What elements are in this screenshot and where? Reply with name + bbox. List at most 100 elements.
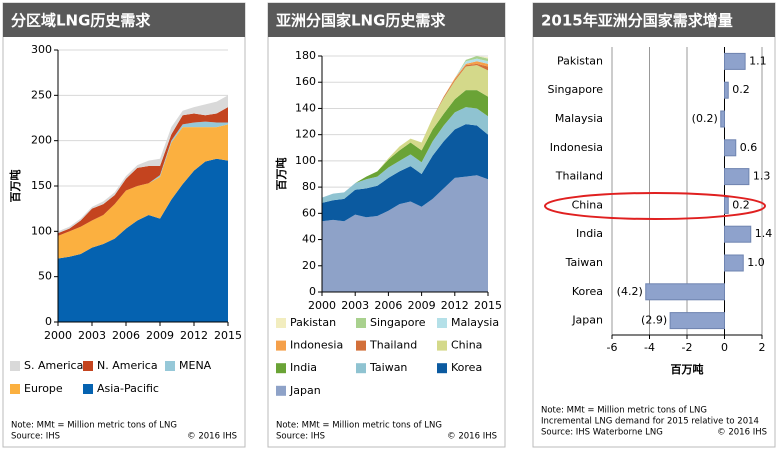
x-tick-label: 2003 xyxy=(341,299,369,312)
chart-title: 分区域LNG历史需求 xyxy=(11,12,151,30)
legend-label: Europe xyxy=(24,382,63,395)
bar xyxy=(724,52,746,70)
y-tick-label: 140 xyxy=(295,101,316,114)
y-tick-label: 160 xyxy=(295,75,316,88)
bar xyxy=(724,139,737,157)
x-tick-label: 2000 xyxy=(44,329,72,342)
category-label: Thailand xyxy=(555,170,603,183)
legend-swatch xyxy=(10,384,20,394)
y-tick-label: 300 xyxy=(31,43,52,56)
area xyxy=(322,90,488,198)
note: Source: IHS xyxy=(11,432,60,442)
x-tick-label: 2009 xyxy=(146,329,174,342)
x-tick-label: -4 xyxy=(644,341,655,354)
y-tick-label: 60 xyxy=(302,206,316,219)
legend-swatch xyxy=(437,318,447,328)
x-tick-label: -2 xyxy=(682,341,693,354)
category-label: Indonesia xyxy=(550,141,603,154)
legend-label: China xyxy=(451,339,482,352)
area xyxy=(322,124,488,222)
legend-label: Korea xyxy=(451,361,482,374)
y-axis-label: 百万吨 xyxy=(8,170,22,203)
y-tick-label: 0 xyxy=(309,285,316,298)
category-label: Singapore xyxy=(548,83,604,96)
y-tick-label: 20 xyxy=(302,259,316,272)
area xyxy=(58,95,228,234)
y-tick-label: 40 xyxy=(302,233,316,246)
legend-label: MENA xyxy=(179,359,212,372)
category-label: Taiwan xyxy=(565,256,603,269)
value-label: (4.2) xyxy=(617,285,643,298)
value-label: 1.4 xyxy=(755,227,773,240)
x-tick-label: 2006 xyxy=(374,299,402,312)
legend-label: India xyxy=(290,361,317,374)
y-tick-label: 250 xyxy=(31,88,52,101)
legend-label: Thailand xyxy=(369,339,417,352)
legend-label: Indonesia xyxy=(290,339,343,352)
y-tick-label: 50 xyxy=(38,270,52,283)
y-axis-label: 百万吨 xyxy=(274,158,288,191)
panel-header xyxy=(533,3,775,37)
value-label: 1.0 xyxy=(747,256,765,269)
y-tick-label: 0 xyxy=(45,315,52,328)
area xyxy=(58,124,228,259)
x-tick-label: 2000 xyxy=(308,299,336,312)
legend-swatch xyxy=(83,384,93,394)
legend-label: Pakistan xyxy=(290,316,336,329)
legend-swatch xyxy=(276,363,286,374)
value-label: 0.6 xyxy=(740,141,758,154)
bar xyxy=(645,283,725,301)
category-label: Malaysia xyxy=(555,112,603,125)
x-tick-label: 2 xyxy=(759,341,766,354)
panel xyxy=(532,2,776,448)
copyright: © 2016 IHS xyxy=(717,428,767,438)
x-tick-label: 2012 xyxy=(180,329,208,342)
legend-swatch xyxy=(10,361,20,371)
y-tick-label: 150 xyxy=(31,179,52,192)
note: Source: IHS xyxy=(276,432,325,442)
area xyxy=(322,175,488,292)
legend-label: Asia-Pacific xyxy=(97,382,159,395)
x-tick-label: 2006 xyxy=(112,329,140,342)
area xyxy=(58,158,228,322)
note: Source: IHS Waterborne LNG xyxy=(541,428,663,438)
legend-label: Malaysia xyxy=(451,316,499,329)
value-label: (2.9) xyxy=(641,314,667,327)
panel-header xyxy=(268,3,505,37)
chart-title: 亚洲分国家LNG历史需求 xyxy=(276,12,446,30)
bar xyxy=(724,254,744,272)
legend-label: Taiwan xyxy=(369,361,407,374)
panel-header xyxy=(3,3,245,37)
category-label: Pakistan xyxy=(557,54,603,67)
bar xyxy=(724,225,752,243)
legend-swatch xyxy=(356,363,366,374)
y-tick-label: 100 xyxy=(295,154,316,167)
x-tick-label: 2003 xyxy=(78,329,106,342)
area xyxy=(322,65,488,198)
highlight-ellipse xyxy=(544,192,766,220)
legend-label: S. America xyxy=(24,359,83,372)
copyright: © 2016 IHS xyxy=(187,432,237,442)
y-tick-label: 80 xyxy=(302,180,316,193)
bar xyxy=(720,110,725,128)
category-label: India xyxy=(576,227,603,240)
bar xyxy=(724,196,729,214)
legend-swatch xyxy=(356,340,366,351)
y-tick-label: 180 xyxy=(295,49,316,62)
x-tick-label: 2015 xyxy=(214,329,242,342)
legend-swatch xyxy=(437,340,447,351)
note: Note: MMt = Million metric tons of LNG xyxy=(541,406,707,416)
y-tick-label: 200 xyxy=(31,134,52,147)
chart-title: 2015年亚洲分国家需求增量 xyxy=(541,12,733,30)
x-tick-label: -6 xyxy=(607,341,618,354)
bar xyxy=(724,81,729,99)
legend-swatch xyxy=(276,318,286,328)
bar xyxy=(724,168,750,186)
legend-label: Japan xyxy=(289,384,321,397)
y-tick-label: 100 xyxy=(31,224,52,237)
area xyxy=(322,107,488,203)
legend-swatch xyxy=(356,318,366,328)
value-label: (0.2) xyxy=(692,112,718,125)
value-label: 0.2 xyxy=(732,83,750,96)
